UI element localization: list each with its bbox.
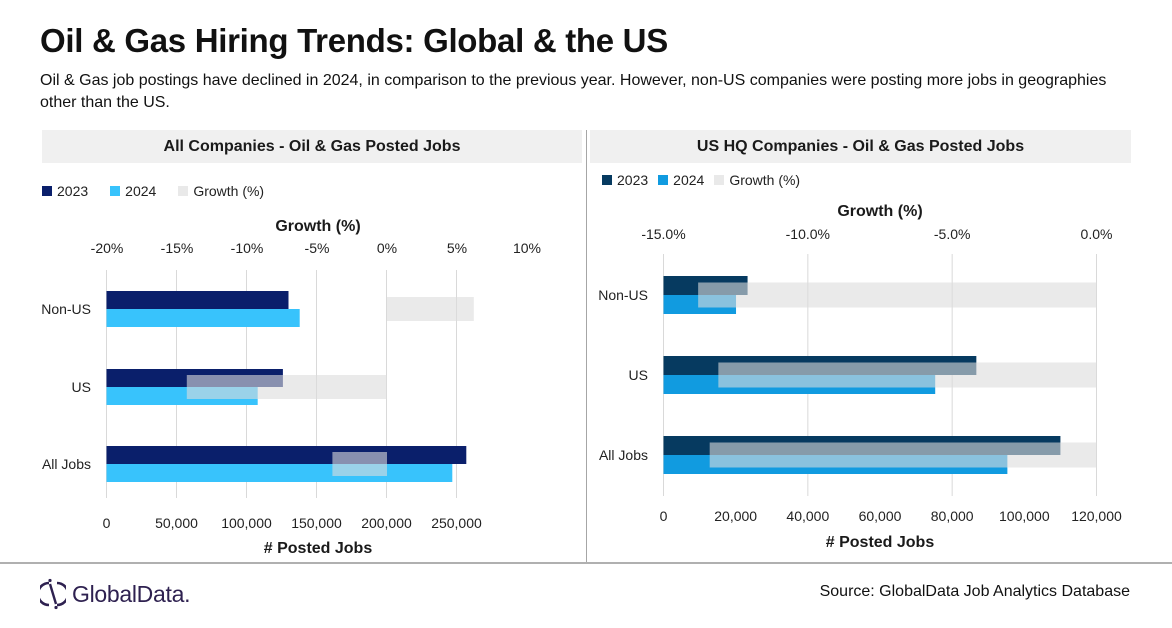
- x-tick-label: 250,000: [431, 515, 482, 531]
- legend-label: Growth (%): [729, 172, 801, 188]
- legend-item-2024: 2024: [658, 172, 704, 188]
- bar-growth: [387, 297, 474, 321]
- legend-item-growth: Growth (%): [178, 183, 264, 199]
- left-chart-legend: 2023 2024 Growth (%): [42, 183, 286, 199]
- x-tick-label: 0: [660, 508, 668, 524]
- legend-label: 2024: [125, 183, 157, 199]
- right-chart-legend: 2023 2024 Growth (%): [602, 172, 810, 188]
- bar-growth: [698, 282, 1097, 308]
- legend-label: 2024: [673, 172, 705, 188]
- page-title: Oil & Gas Hiring Trends: Global & the US: [40, 22, 668, 59]
- x2-tick-label: -10.0%: [786, 226, 830, 242]
- x-tick-label: 80,000: [931, 508, 974, 524]
- page-subtitle: Oil & Gas job postings have declined in …: [40, 72, 1107, 111]
- category-label: US: [72, 379, 91, 395]
- x2-tick-label: -15%: [161, 240, 194, 256]
- bar-growth: [718, 362, 1097, 388]
- legend-swatch-growth: [714, 175, 725, 185]
- x-tick-label: 60,000: [859, 508, 902, 524]
- footer-divider: [0, 562, 1172, 564]
- bar-2023: [106, 291, 289, 309]
- x-tick-label: 0: [103, 515, 111, 531]
- category-label: All Jobs: [42, 456, 91, 472]
- category-label: Non-US: [598, 287, 648, 303]
- bar-growth: [332, 452, 387, 476]
- globaldata-logo: GlobalData.: [40, 578, 190, 610]
- legend-swatch-2023: [42, 186, 52, 196]
- x-axis-title: # Posted Jobs: [826, 534, 935, 551]
- right-chart-title: US HQ Companies - Oil & Gas Posted Jobs: [590, 130, 1131, 163]
- legend-label: 2023: [617, 172, 649, 188]
- x-tick-label: 40,000: [786, 508, 829, 524]
- legend-label: Growth (%): [193, 183, 265, 199]
- x2-tick-label: -20%: [91, 240, 124, 256]
- legend-item-2024: 2024: [110, 183, 156, 199]
- panel-divider: [586, 130, 587, 562]
- legend-item-growth: Growth (%): [714, 172, 800, 188]
- legend-item-2023: 2023: [602, 172, 648, 188]
- x-tick-label: 100,000: [999, 508, 1050, 524]
- source-note: Source: GlobalData Job Analytics Databas…: [819, 583, 1130, 600]
- x2-tick-label: 5%: [447, 240, 467, 256]
- legend-swatch-2024: [110, 186, 121, 196]
- x2-tick-label: 0.0%: [1081, 226, 1113, 242]
- legend-swatch-2024: [658, 175, 669, 185]
- legend-swatch-growth: [178, 186, 189, 196]
- category-label: US: [629, 367, 648, 383]
- x-tick-label: 100,000: [221, 515, 272, 531]
- x2-axis-title: Growth (%): [837, 203, 922, 220]
- x2-tick-label: -5.0%: [934, 226, 971, 242]
- bar-growth: [186, 375, 387, 399]
- category-label: All Jobs: [599, 447, 648, 463]
- category-label: Non-US: [41, 301, 91, 317]
- x2-tick-label: -15.0%: [641, 226, 685, 242]
- left-chart-title: All Companies - Oil & Gas Posted Jobs: [42, 130, 582, 163]
- globaldata-logo-icon: [40, 578, 66, 610]
- x-tick-label: 120,000: [1071, 508, 1122, 524]
- bar-2024: [106, 309, 300, 327]
- legend-swatch-2023: [602, 175, 612, 185]
- logo-text: GlobalData.: [72, 580, 191, 607]
- x-tick-label: 50,000: [155, 515, 198, 531]
- legend-item-2023: 2023: [42, 183, 88, 199]
- bar-growth: [709, 442, 1097, 468]
- x-tick-label: 20,000: [714, 508, 757, 524]
- left-chart: 0 50,000 100,000 150,000 200,000 250,000 -20% -…: [41, 218, 541, 557]
- x2-tick-label: -10%: [231, 240, 264, 256]
- right-chart: 0 20,000 40,000 60,000 80,000 100,000 120,000 -…: [598, 203, 1122, 551]
- x2-axis-title: Growth (%): [275, 218, 360, 235]
- x-tick-label: 200,000: [361, 515, 412, 531]
- x-tick-label: 150,000: [291, 515, 342, 531]
- x2-tick-label: 0%: [377, 240, 397, 256]
- legend-label: 2023: [57, 183, 89, 199]
- x2-tick-label: 10%: [513, 240, 541, 256]
- x-axis-title: # Posted Jobs: [264, 540, 373, 557]
- x2-tick-label: -5%: [305, 240, 330, 256]
